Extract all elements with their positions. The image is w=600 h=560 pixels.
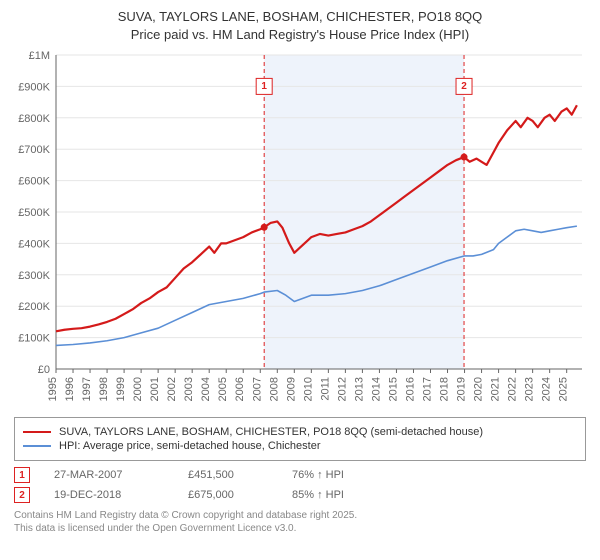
title-block: SUVA, TAYLORS LANE, BOSHAM, CHICHESTER, … xyxy=(10,8,590,43)
svg-text:2024: 2024 xyxy=(541,377,553,401)
svg-text:2000: 2000 xyxy=(132,377,144,401)
svg-text:2025: 2025 xyxy=(558,377,570,401)
svg-text:1995: 1995 xyxy=(47,377,59,401)
svg-text:2009: 2009 xyxy=(285,377,297,401)
svg-text:2005: 2005 xyxy=(217,377,229,401)
svg-text:2007: 2007 xyxy=(251,377,263,401)
legend: SUVA, TAYLORS LANE, BOSHAM, CHICHESTER, … xyxy=(14,417,586,461)
footnote: Contains HM Land Registry data © Crown c… xyxy=(14,509,586,535)
svg-text:2003: 2003 xyxy=(183,377,195,401)
footnote-line: This data is licensed under the Open Gov… xyxy=(14,522,586,535)
svg-text:£600K: £600K xyxy=(18,176,50,188)
svg-text:£900K: £900K xyxy=(18,81,50,93)
title-line-1: SUVA, TAYLORS LANE, BOSHAM, CHICHESTER, … xyxy=(10,8,590,26)
svg-text:2013: 2013 xyxy=(353,377,365,401)
svg-text:1998: 1998 xyxy=(98,377,110,401)
svg-text:£300K: £300K xyxy=(18,270,50,282)
svg-text:£400K: £400K xyxy=(18,238,50,250)
svg-text:2018: 2018 xyxy=(439,377,451,401)
svg-text:2010: 2010 xyxy=(302,377,314,401)
svg-text:1996: 1996 xyxy=(64,377,76,401)
legend-swatch xyxy=(23,431,51,433)
svg-text:2015: 2015 xyxy=(387,377,399,401)
svg-text:2017: 2017 xyxy=(421,377,433,401)
svg-text:1999: 1999 xyxy=(115,377,127,401)
marker-hpi: 76% ↑ HPI xyxy=(292,469,344,481)
svg-text:£800K: £800K xyxy=(18,113,50,125)
svg-text:2002: 2002 xyxy=(166,377,178,401)
plot-svg: £0 £100K £200K £300K £400K £500K £600K £700K £80… xyxy=(10,49,590,409)
marker-price: £675,000 xyxy=(188,489,268,501)
marker-row: 2 19-DEC-2018 £675,000 85% ↑ HPI xyxy=(14,487,586,503)
footnote-line: Contains HM Land Registry data © Crown c… xyxy=(14,509,586,522)
svg-text:1997: 1997 xyxy=(81,377,93,401)
legend-label: HPI: Average price, semi-detached house,… xyxy=(59,440,321,452)
plot-area: £0 £100K £200K £300K £400K £500K £600K £700K £80… xyxy=(10,49,590,409)
marker-hpi: 85% ↑ HPI xyxy=(292,489,344,501)
legend-label: SUVA, TAYLORS LANE, BOSHAM, CHICHESTER, … xyxy=(59,426,483,438)
svg-text:2014: 2014 xyxy=(370,377,382,401)
svg-text:2023: 2023 xyxy=(524,377,536,401)
svg-text:£100K: £100K xyxy=(18,333,50,345)
marker-badge: 1 xyxy=(14,467,30,483)
legend-item: SUVA, TAYLORS LANE, BOSHAM, CHICHESTER, … xyxy=(23,426,577,438)
svg-text:2019: 2019 xyxy=(456,377,468,401)
marker-row: 1 27-MAR-2007 £451,500 76% ↑ HPI xyxy=(14,467,586,483)
title-line-2: Price paid vs. HM Land Registry's House … xyxy=(10,26,590,44)
svg-text:1: 1 xyxy=(261,81,267,92)
legend-item: HPI: Average price, semi-detached house,… xyxy=(23,440,577,452)
marker-date: 27-MAR-2007 xyxy=(54,469,164,481)
svg-text:2006: 2006 xyxy=(234,377,246,401)
svg-text:2008: 2008 xyxy=(268,377,280,401)
marker-badge: 2 xyxy=(14,487,30,503)
svg-text:£1M: £1M xyxy=(29,50,50,62)
svg-text:£500K: £500K xyxy=(18,207,50,219)
svg-text:2001: 2001 xyxy=(149,377,161,401)
legend-swatch xyxy=(23,445,51,447)
svg-text:2020: 2020 xyxy=(473,377,485,401)
svg-text:2021: 2021 xyxy=(490,377,502,401)
marker-date: 19-DEC-2018 xyxy=(54,489,164,501)
svg-text:£700K: £700K xyxy=(18,144,50,156)
svg-text:£200K: £200K xyxy=(18,301,50,313)
svg-text:£0: £0 xyxy=(38,364,50,376)
svg-text:2016: 2016 xyxy=(404,377,416,401)
marker-price: £451,500 xyxy=(188,469,268,481)
svg-text:2011: 2011 xyxy=(319,377,331,401)
svg-text:2004: 2004 xyxy=(200,377,212,401)
svg-text:2012: 2012 xyxy=(336,377,348,401)
chart-container: SUVA, TAYLORS LANE, BOSHAM, CHICHESTER, … xyxy=(0,0,600,541)
marker-table: 1 27-MAR-2007 £451,500 76% ↑ HPI 2 19-DE… xyxy=(14,467,586,503)
svg-text:2022: 2022 xyxy=(507,377,519,401)
svg-text:2: 2 xyxy=(461,81,467,92)
